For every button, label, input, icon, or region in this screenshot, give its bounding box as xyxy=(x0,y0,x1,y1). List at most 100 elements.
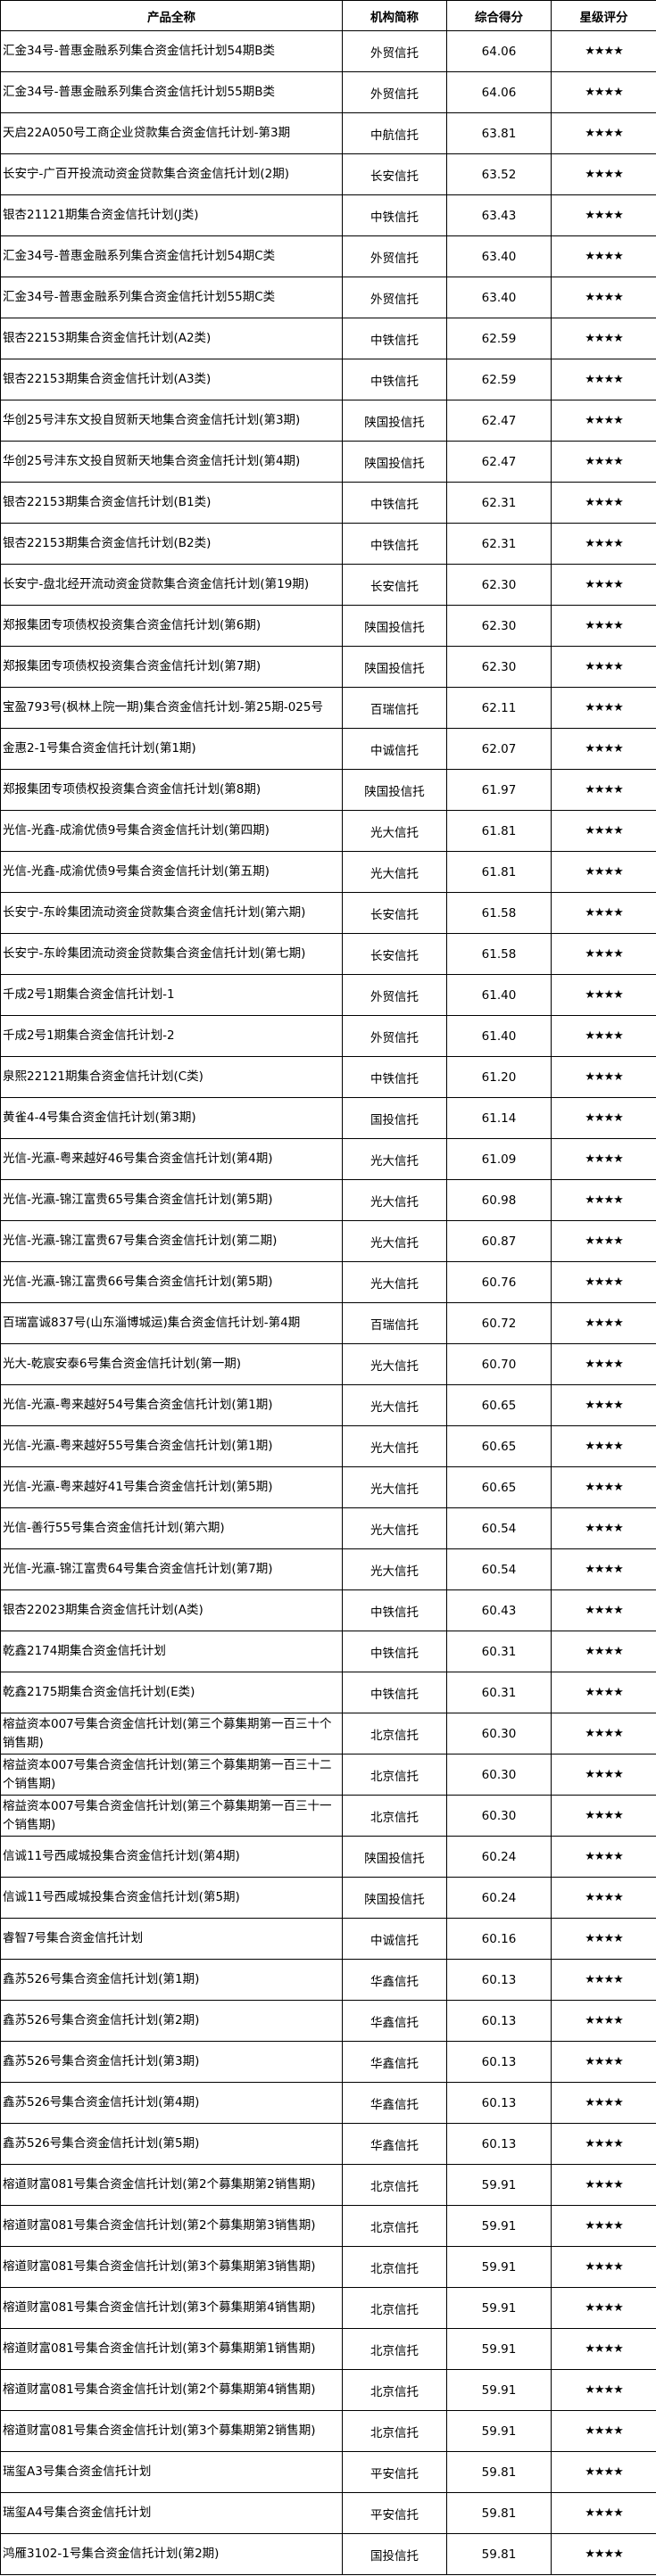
institution-cell: 北京信托 xyxy=(342,2246,447,2288)
institution-cell: 平安信托 xyxy=(342,2451,447,2493)
product-name-cell: 汇金34号-普惠金融系列集合资金信托计划55期B类 xyxy=(0,71,343,113)
product-name-cell: 瑞玺A3号集合资金信托计划 xyxy=(0,2451,343,2493)
score-cell: 59.91 xyxy=(446,2205,552,2247)
institution-cell: 中诚信托 xyxy=(342,1918,447,1960)
institution-cell: 北京信托 xyxy=(342,1713,447,1754)
star-rating-cell: ★★★★ xyxy=(551,564,656,606)
table-row: 榕益资本007号集合资金信托计划(第三个募集期第一百三十二个销售期) 北京信托 60… xyxy=(0,1754,656,1796)
star-rating-cell: ★★★★ xyxy=(551,235,656,277)
table-row: 鑫苏526号集合资金信托计划(第4期) 华鑫信托 60.13 ★★★★ xyxy=(0,2082,656,2124)
product-name-cell: 榕道财富081号集合资金信托计划(第3个募集期第2销售期) xyxy=(0,2410,343,2452)
product-name-cell: 光大-乾宸安泰6号集合资金信托计划(第一期) xyxy=(0,1343,343,1385)
star-rating-cell: ★★★★ xyxy=(551,1877,656,1919)
star-rating-cell: ★★★★ xyxy=(551,1425,656,1467)
table-row: 长安宁-广百开投流动资金贷款集合资金信托计划(2期) 长安信托 63.52 ★★★★ xyxy=(0,153,656,195)
score-cell: 61.58 xyxy=(446,892,552,934)
product-name-cell: 光信-光鑫-成渝优债9号集合资金信托计划(第四期) xyxy=(0,810,343,852)
star-rating-cell: ★★★★ xyxy=(551,2369,656,2411)
product-name-cell: 长安宁-东岭集团流动资金贷款集合资金信托计划(第七期) xyxy=(0,933,343,975)
institution-cell: 外贸信托 xyxy=(342,71,447,113)
star-rating-cell: ★★★★ xyxy=(551,2451,656,2493)
product-name-cell: 千成2号1期集合资金信托计划-1 xyxy=(0,974,343,1016)
product-name-cell: 乾鑫2175期集合资金信托计划(E类) xyxy=(0,1672,343,1713)
star-rating-cell: ★★★★ xyxy=(551,851,656,893)
product-name-cell: 鑫苏526号集合资金信托计划(第4期) xyxy=(0,2082,343,2124)
institution-cell: 外贸信托 xyxy=(342,1015,447,1057)
product-name-cell: 金惠2-1号集合资金信托计划(第1期) xyxy=(0,728,343,770)
score-cell: 60.70 xyxy=(446,1343,552,1385)
institution-cell: 陕国投信托 xyxy=(342,441,447,483)
star-rating-cell: ★★★★ xyxy=(551,359,656,400)
institution-cell: 陕国投信托 xyxy=(342,400,447,442)
star-rating-cell: ★★★★ xyxy=(551,441,656,483)
table-row: 榕道财富081号集合资金信托计划(第2个募集期第3销售期) 北京信托 59.91 ★★… xyxy=(0,2205,656,2247)
table-row: 光信-光瀛-粤来越好54号集合资金信托计划(第1期) 光大信托 60.65 ★★★★ xyxy=(0,1384,656,1426)
star-rating-cell: ★★★★ xyxy=(551,2492,656,2534)
product-name-cell: 百瑞富诚837号(山东淄博城运)集合资金信托计划-第4期 xyxy=(0,1302,343,1344)
table-row: 银杏22153期集合资金信托计划(B2类) 中铁信托 62.31 ★★★★ xyxy=(0,523,656,565)
score-cell: 60.13 xyxy=(446,2000,552,2042)
institution-cell: 北京信托 xyxy=(342,1754,447,1796)
star-rating-cell: ★★★★ xyxy=(551,2246,656,2288)
score-cell: 62.59 xyxy=(446,318,552,359)
institution-cell: 长安信托 xyxy=(342,564,447,606)
product-name-cell: 长安宁-盘北经开流动资金贷款集合资金信托计划(第19期) xyxy=(0,564,343,606)
product-name-cell: 鑫苏526号集合资金信托计划(第2期) xyxy=(0,2000,343,2042)
score-cell: 60.13 xyxy=(446,1959,552,2001)
table-header-row: 产品全称 机构简称 综合得分 星级评分 xyxy=(0,0,656,31)
table-row: 睿智7号集合资金信托计划 中诚信托 60.16 ★★★★ xyxy=(0,1918,656,1960)
table-row: 长安宁-东岭集团流动资金贷款集合资金信托计划(第六期) 长安信托 61.58 ★★★★ xyxy=(0,892,656,934)
table-row: 信诚11号西咸城投集合资金信托计划(第5期) 陕国投信托 60.24 ★★★★ xyxy=(0,1877,656,1919)
product-name-cell: 光信-光瀛-锦江富贵64号集合资金信托计划(第7期) xyxy=(0,1548,343,1590)
star-rating-cell: ★★★★ xyxy=(551,1754,656,1796)
score-cell: 59.81 xyxy=(446,2533,552,2575)
table-row: 华创25号沣东文投自贸新天地集合资金信托计划(第4期) 陕国投信托 62.47 ★★★… xyxy=(0,441,656,483)
product-name-cell: 榕道财富081号集合资金信托计划(第2个募集期第2销售期) xyxy=(0,2164,343,2206)
table-row: 光信-光鑫-成渝优债9号集合资金信托计划(第五期) 光大信托 61.81 ★★★★ xyxy=(0,851,656,893)
score-cell: 62.59 xyxy=(446,359,552,400)
star-rating-cell: ★★★★ xyxy=(551,933,656,975)
institution-cell: 中铁信托 xyxy=(342,482,447,524)
score-cell: 59.91 xyxy=(446,2164,552,2206)
product-name-cell: 光信-光瀛-粤来越好55号集合资金信托计划(第1期) xyxy=(0,1425,343,1467)
table-row: 鸿雁3102-1号集合资金信托计划(第2期) 国投信托 59.81 ★★★★ xyxy=(0,2533,656,2575)
table-row: 光信-光瀛-锦江富贵67号集合资金信托计划(第二期) 光大信托 60.87 ★★★★ xyxy=(0,1220,656,1262)
product-name-cell: 银杏22153期集合资金信托计划(B2类) xyxy=(0,523,343,565)
table-row: 榕道财富081号集合资金信托计划(第2个募集期第2销售期) 北京信托 59.91 ★★… xyxy=(0,2164,656,2206)
product-name-cell: 光信-光瀛-粤来越好41号集合资金信托计划(第5期) xyxy=(0,1466,343,1508)
score-cell: 63.52 xyxy=(446,153,552,195)
star-rating-cell: ★★★★ xyxy=(551,1507,656,1549)
star-rating-cell: ★★★★ xyxy=(551,1959,656,2001)
star-rating-cell: ★★★★ xyxy=(551,1097,656,1139)
product-name-cell: 信诚11号西咸城投集合资金信托计划(第5期) xyxy=(0,1877,343,1919)
institution-cell: 华鑫信托 xyxy=(342,2000,447,2042)
table-row: 信诚11号西咸城投集合资金信托计划(第4期) 陕国投信托 60.24 ★★★★ xyxy=(0,1836,656,1878)
star-rating-cell: ★★★★ xyxy=(551,153,656,195)
score-cell: 61.40 xyxy=(446,974,552,1016)
header-institution: 机构简称 xyxy=(342,0,447,31)
institution-cell: 光大信托 xyxy=(342,1466,447,1508)
score-cell: 60.54 xyxy=(446,1548,552,1590)
table-row: 银杏22153期集合资金信托计划(A2类) 中铁信托 62.59 ★★★★ xyxy=(0,318,656,359)
score-cell: 60.65 xyxy=(446,1425,552,1467)
table-row: 榕道财富081号集合资金信托计划(第3个募集期第2销售期) 北京信托 59.91 ★★… xyxy=(0,2410,656,2452)
star-rating-cell: ★★★★ xyxy=(551,2000,656,2042)
score-cell: 63.40 xyxy=(446,235,552,277)
star-rating-cell: ★★★★ xyxy=(551,112,656,154)
header-product-name: 产品全称 xyxy=(0,0,343,31)
institution-cell: 光大信托 xyxy=(342,1179,447,1221)
product-name-cell: 乾鑫2174期集合资金信托计划 xyxy=(0,1631,343,1672)
score-cell: 60.30 xyxy=(446,1754,552,1796)
header-score: 综合得分 xyxy=(446,0,552,31)
score-cell: 64.06 xyxy=(446,71,552,113)
table-row: 千成2号1期集合资金信托计划-2 外贸信托 61.40 ★★★★ xyxy=(0,1015,656,1057)
score-cell: 62.47 xyxy=(446,400,552,442)
star-rating-cell: ★★★★ xyxy=(551,1343,656,1385)
institution-cell: 国投信托 xyxy=(342,2533,447,2575)
table-row: 天启22A050号工商企业贷款集合资金信托计划-第3期 中航信托 63.81 ★★★★ xyxy=(0,112,656,154)
table-row: 汇金34号-普惠金融系列集合资金信托计划54期C类 外贸信托 63.40 ★★★★ xyxy=(0,235,656,277)
institution-cell: 光大信托 xyxy=(342,1138,447,1180)
star-rating-cell: ★★★★ xyxy=(551,1631,656,1672)
product-name-cell: 光信-光瀛-锦江富贵65号集合资金信托计划(第5期) xyxy=(0,1179,343,1221)
